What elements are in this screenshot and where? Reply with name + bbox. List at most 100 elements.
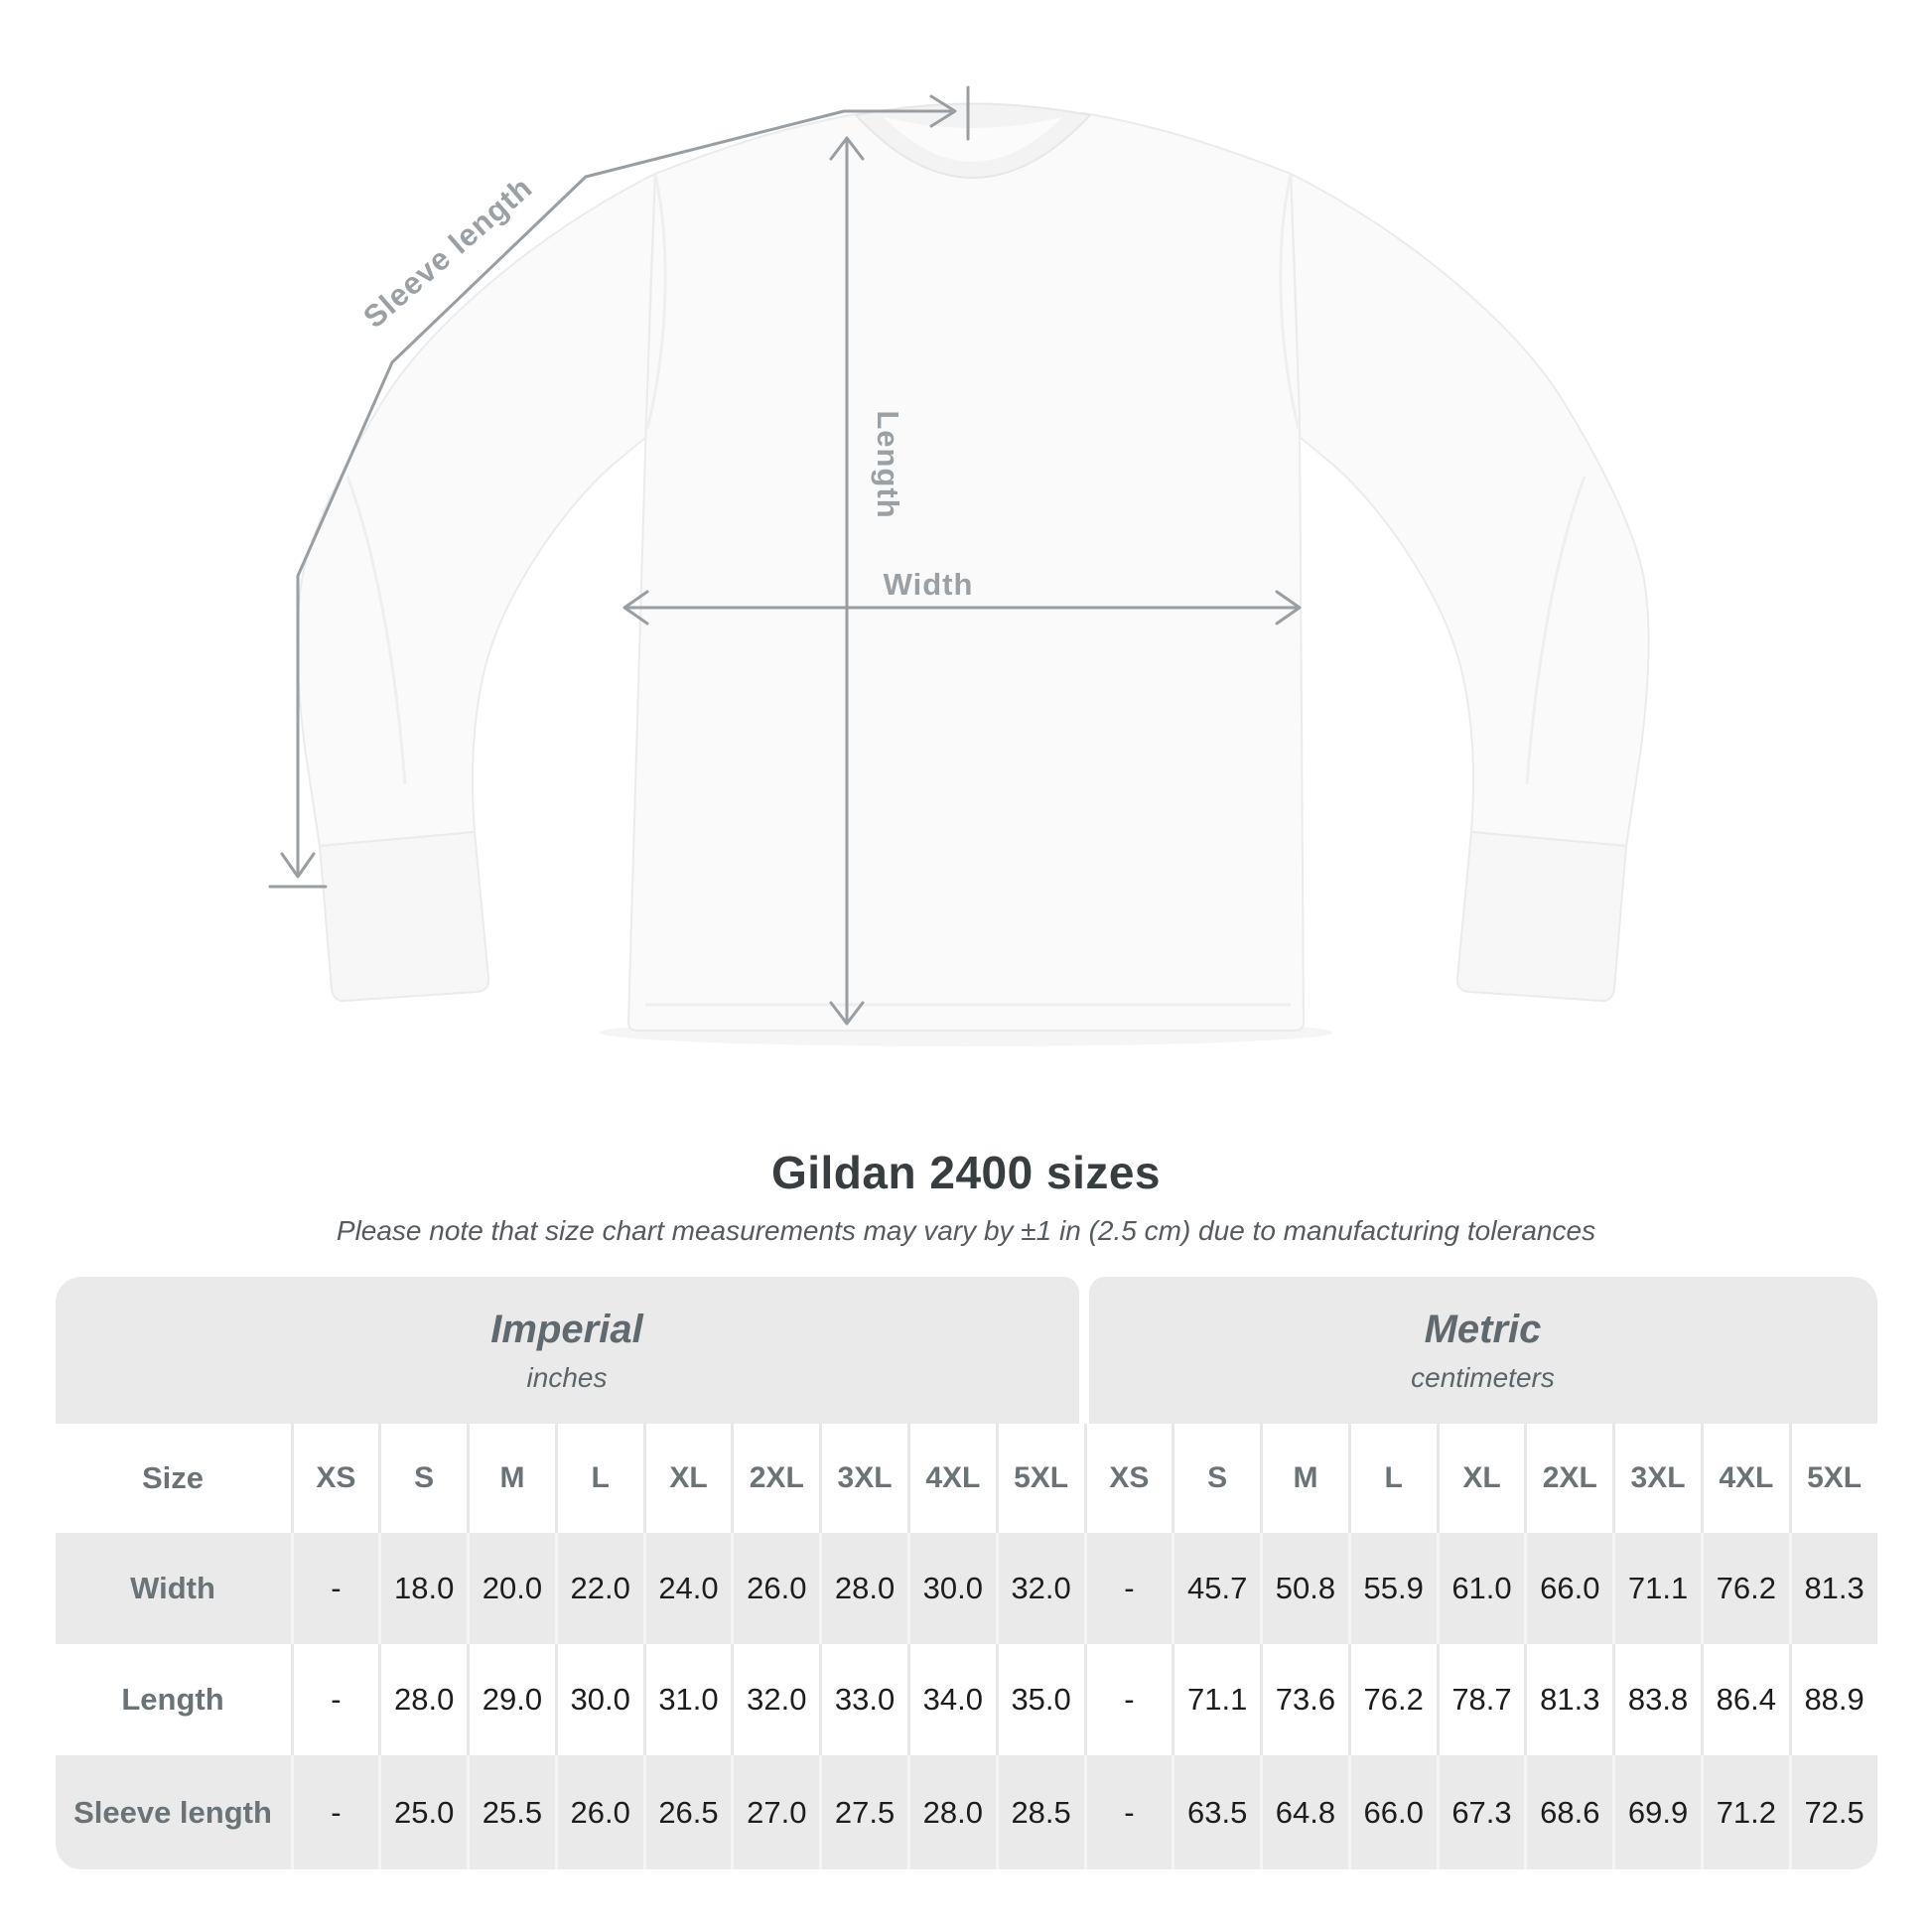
value-cell: 72.5 [1788,1755,1877,1869]
value-cell: - [290,1755,379,1869]
column-header-size: Size [141,1460,205,1495]
length-arrowhead-up [829,136,865,161]
shirt-body [626,112,1306,1032]
value-cell: - [290,1644,379,1755]
value-cell: 24.0 [642,1533,732,1644]
row-label-sleeve-length: Sleeve length [55,1755,291,1869]
size-column-header: 4XL [906,1424,996,1533]
value-cell: 31.0 [642,1644,732,1755]
value-cell: 81.3 [1524,1644,1612,1755]
value-cell: 45.7 [1172,1533,1261,1644]
value-cell: 32.0 [995,1533,1084,1644]
value-cell: 28.0 [819,1533,907,1644]
value-cell: 69.9 [1612,1755,1701,1869]
size-column-header: XS [1083,1424,1173,1533]
value-cell: 76.2 [1700,1533,1789,1644]
value-cell: 29.0 [467,1644,555,1755]
value-cell: - [1083,1755,1173,1869]
value-cell: 33.0 [819,1644,907,1755]
value-cell: 22.0 [554,1533,643,1644]
value-cell: 34.0 [906,1644,996,1755]
row-label-length: Length [121,1682,224,1717]
imperial-unit: inches [526,1361,608,1393]
length-label: Length [871,410,905,518]
value-cell: 71.1 [1612,1533,1701,1644]
value-cell: 35.0 [995,1644,1084,1755]
shirt-illustration [296,102,1650,1032]
length-arrowhead-down [829,1001,865,1026]
size-column-header: 5XL [1788,1424,1877,1533]
value-cell: 30.0 [554,1644,643,1755]
value-cell: 73.6 [1260,1644,1348,1755]
value-cell: - [290,1533,379,1644]
value-cell: 55.9 [1347,1533,1437,1644]
size-table: Imperial inches Metric centimeters Size … [55,1277,1877,1869]
size-column-header: XS [290,1424,379,1533]
value-cell: 30.0 [906,1533,996,1644]
value-cell: 26.0 [731,1533,820,1644]
size-column-header: M [1260,1424,1348,1533]
value-cell: 86.4 [1700,1644,1789,1755]
value-cell: 78.7 [1436,1644,1525,1755]
value-cell: 76.2 [1347,1644,1437,1755]
size-column-header: L [554,1424,643,1533]
size-column-header: 2XL [731,1424,819,1533]
value-cell: 81.3 [1788,1533,1877,1644]
sleeve-arrowhead-right [929,94,957,128]
sleeve-arrowhead-down [280,852,316,879]
value-cell: 83.8 [1612,1644,1701,1755]
right-sleeve [1289,172,1650,848]
value-cell: 50.8 [1260,1533,1348,1644]
left-cuff [318,830,490,1003]
value-cell: 66.0 [1524,1533,1613,1644]
value-cell: 26.5 [642,1755,732,1869]
size-column-header: 3XL [1612,1424,1701,1533]
size-column-header: 2XL [1524,1424,1612,1533]
row-label-width: Width [55,1533,291,1644]
value-cell: 28.0 [906,1755,996,1869]
value-cell: 63.5 [1172,1755,1261,1869]
metric-unit: centimeters [1411,1361,1555,1393]
value-cell: 26.0 [554,1755,643,1869]
chart-note: Please note that size chart measurements… [336,1215,1596,1246]
size-column-header: L [1347,1424,1437,1533]
size-column-header: XL [642,1424,732,1533]
value-cell: 67.3 [1436,1755,1525,1869]
collar-inner [884,117,1062,162]
sleeve-length-arrow [296,109,955,876]
value-cell: 27.0 [731,1755,820,1869]
value-cell: 68.6 [1524,1755,1613,1869]
width-arrowhead-left [622,590,649,625]
value-cell: 66.0 [1347,1755,1437,1869]
metric-title: Metric [1424,1307,1542,1351]
value-cell: 25.0 [378,1755,468,1869]
value-cell: 27.5 [819,1755,907,1869]
size-column-header: 4XL [1700,1424,1789,1533]
value-cell: 25.5 [467,1755,555,1869]
size-column-header: XL [1436,1424,1525,1533]
value-cell: 88.9 [1788,1644,1877,1755]
value-cell: 28.0 [378,1644,467,1755]
width-arrowhead-right [1275,590,1302,625]
left-sleeve [296,172,657,848]
value-cell: - [1083,1644,1173,1755]
chart-title: Gildan 2400 sizes [770,1147,1162,1198]
value-cell: 28.5 [995,1755,1084,1869]
size-column-header: 5XL [995,1424,1084,1533]
size-column-header: S [378,1424,467,1533]
size-column-header: 3XL [819,1424,907,1533]
shirt-measurement-diagram: Sleeve length Length Width [268,85,1650,1032]
size-column-header: M [467,1424,555,1533]
value-cell: 71.1 [1172,1644,1260,1755]
value-cell: 64.8 [1260,1755,1348,1869]
metric-section-header: Metric centimeters [1088,1277,1877,1424]
size-column-header: S [1172,1424,1260,1533]
value-cell: 20.0 [467,1533,555,1644]
imperial-section-header: Imperial inches [55,1277,1079,1424]
width-label: Width [884,567,974,602]
imperial-title: Imperial [490,1307,643,1351]
measurement-lines [268,85,1302,1026]
right-cuff [1455,830,1628,1003]
value-cell: 32.0 [731,1644,819,1755]
